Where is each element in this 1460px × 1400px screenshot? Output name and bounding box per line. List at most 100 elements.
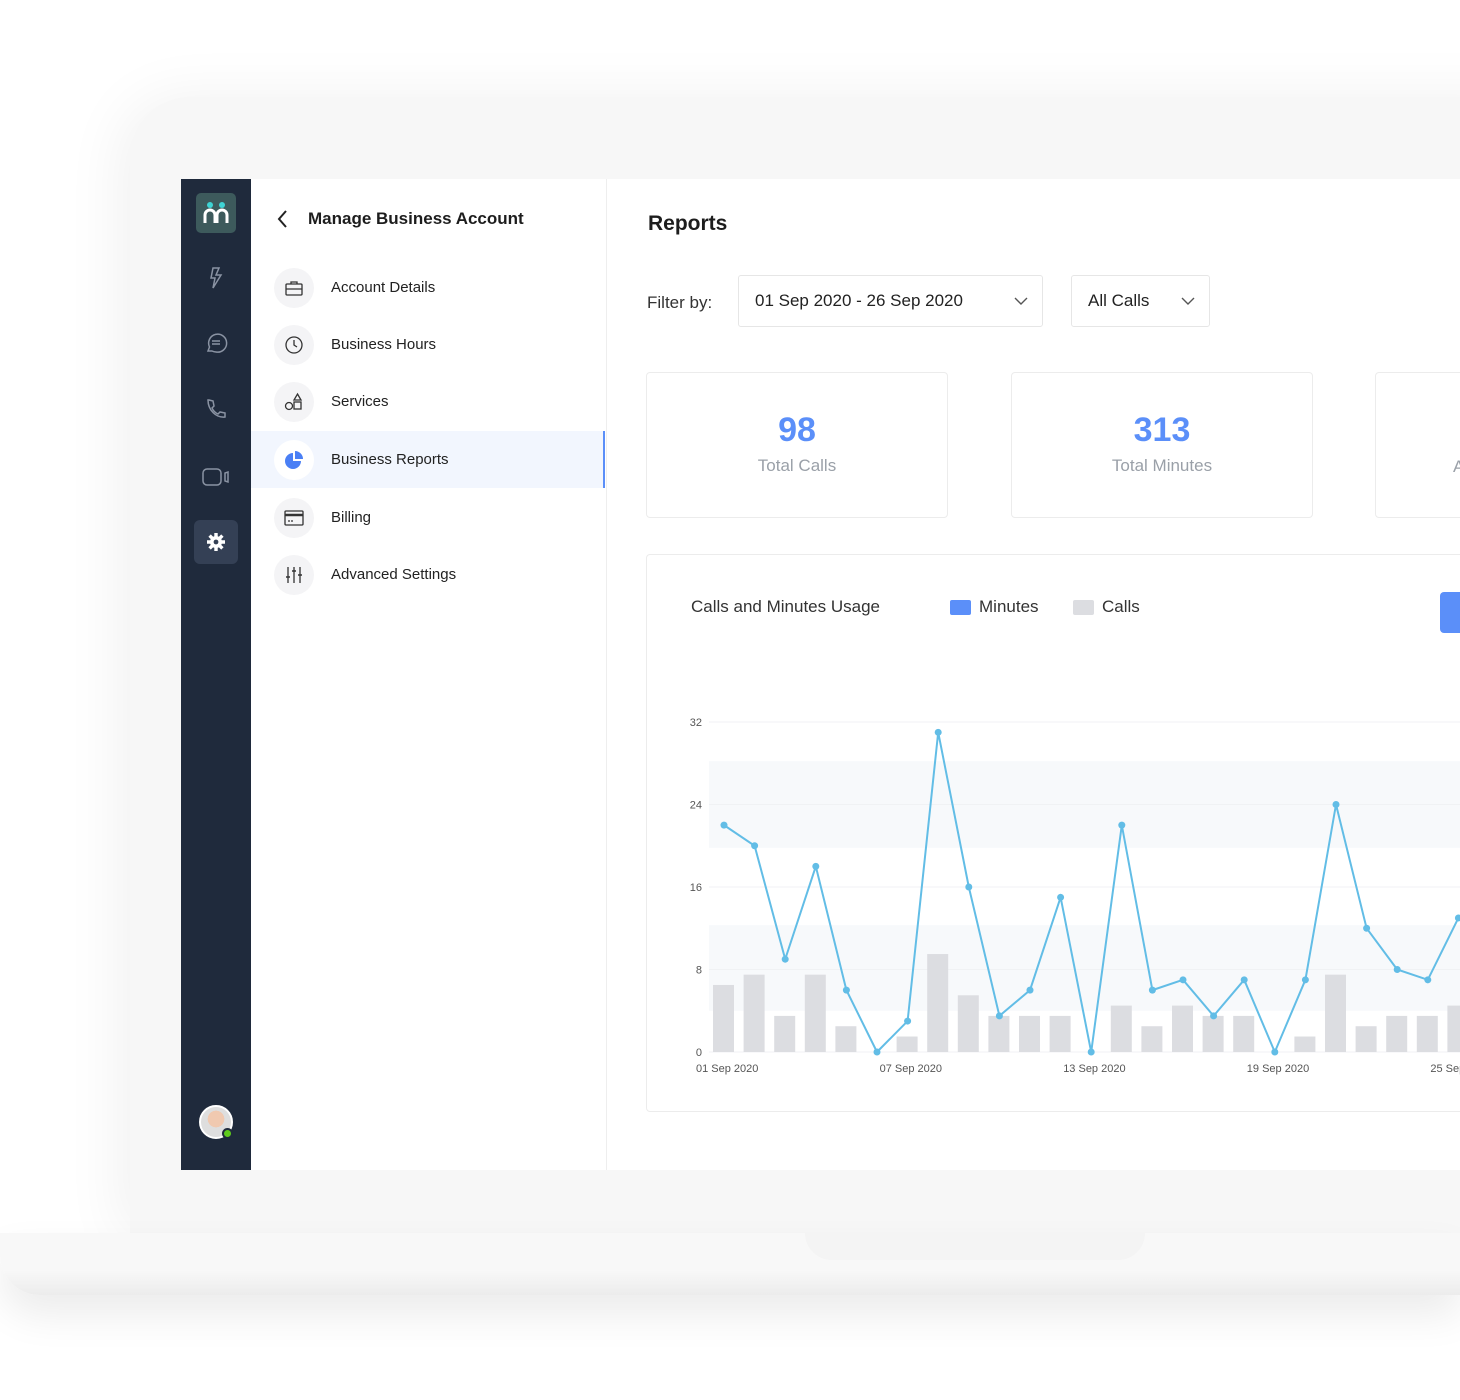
calls-bar (927, 954, 949, 1052)
calls-bar (1110, 1005, 1132, 1052)
briefcase-icon (274, 267, 314, 308)
y-tick-label: 16 (690, 882, 702, 894)
chevron-down-icon (1014, 297, 1028, 305)
x-tick-label: 25 Sep (1430, 1063, 1460, 1075)
sidebar-item-label: Account Details (331, 279, 436, 296)
reports-main: Reports Filter by: 01 Sep 2020 - 26 Sep … (607, 179, 1460, 1170)
sidebar-item-label: Advanced Settings (331, 566, 457, 583)
minutes-point (1271, 1048, 1279, 1056)
minutes-point (1424, 976, 1432, 984)
minutes-point (842, 986, 850, 994)
pie-chart-icon (274, 439, 314, 480)
calls-bar (1416, 1015, 1438, 1052)
phone-icon[interactable] (194, 387, 238, 431)
calls-bar (1202, 1015, 1224, 1052)
sidebar-item-label: Services (331, 393, 389, 410)
stat-label: Total Calls (757, 456, 837, 475)
stat-card-total-minutes: 313 Total Minutes (1011, 372, 1313, 518)
minutes-point (1026, 986, 1034, 994)
minutes-point (781, 955, 789, 963)
sidebar-item-account-details[interactable]: Account Details (251, 259, 605, 316)
usage-chart-card: Calls and Minutes Usage Minutes Calls 0 8… (646, 554, 1460, 1112)
minutes-point (1087, 1048, 1095, 1056)
calls-bar (1294, 1036, 1316, 1052)
calls-bar (1355, 1026, 1377, 1052)
minutes-point (1057, 893, 1065, 901)
minutes-point (904, 1017, 912, 1025)
y-tick-label: 24 (690, 800, 702, 812)
sidebar-item-business-hours[interactable]: Business Hours (251, 316, 605, 373)
minutes-point (1332, 801, 1340, 808)
stat-value (1376, 411, 1460, 451)
calls-bar (1447, 1005, 1460, 1052)
app-screen: Manage Business Account Account Details … (181, 179, 1460, 1170)
sidebar-item-label: Business Reports (331, 451, 449, 468)
avatar[interactable] (199, 1105, 233, 1139)
minutes-line (723, 732, 1460, 1055)
video-icon[interactable] (194, 455, 238, 499)
stat-value: 98 (778, 411, 816, 449)
calls-bar (713, 984, 734, 1052)
minutes-point (1118, 821, 1126, 829)
calls-bar (896, 1036, 918, 1052)
date-range-select[interactable]: 01 Sep 2020 - 26 Sep 2020 (738, 275, 1043, 327)
credit-card-icon (274, 497, 314, 538)
gear-icon[interactable] (194, 520, 238, 564)
stat-card-total-calls: 98 Total Calls (646, 372, 948, 518)
sidebar-item-advanced-settings[interactable]: Advanced Settings (251, 546, 605, 603)
minutes-point (934, 728, 942, 736)
calls-bar (1172, 1005, 1193, 1052)
clock-icon (274, 324, 314, 365)
back-chevron-icon[interactable] (276, 209, 290, 229)
x-tick-label: 13 Sep 2020 (1063, 1063, 1125, 1075)
stat-card-third: A (1375, 372, 1460, 518)
sidebar-item-label: Billing (331, 509, 372, 526)
call-type-value: All Calls (1088, 291, 1150, 310)
chevron-down-icon (1181, 297, 1195, 305)
stat-value: 313 (1133, 411, 1191, 449)
date-range-value: 01 Sep 2020 - 26 Sep 2020 (755, 291, 963, 310)
legend-minutes[interactable]: Minutes (950, 597, 1039, 617)
y-tick-label: 32 (690, 717, 702, 729)
legend-swatch (1073, 599, 1094, 615)
minutes-point (1148, 986, 1156, 994)
sidebar-item-label: Business Hours (331, 336, 437, 353)
stat-label: A (1453, 457, 1460, 476)
legend-calls[interactable]: Calls (1073, 597, 1140, 617)
minutes-point (995, 1012, 1003, 1020)
minutes-point (1363, 924, 1371, 932)
calls-bar (743, 974, 765, 1052)
calls-bar (957, 995, 979, 1052)
minutes-point (812, 862, 820, 870)
icon-rail (181, 179, 251, 1170)
calls-bar (1325, 974, 1346, 1052)
minutes-point (1179, 976, 1187, 984)
sidebar-item-billing[interactable]: Billing (251, 489, 605, 546)
x-tick-label: 07 Sep 2020 (880, 1063, 942, 1075)
sidebar-item-business-reports[interactable]: Business Reports (251, 431, 605, 488)
app-logo[interactable] (196, 193, 236, 233)
settings-sidebar: Manage Business Account Account Details … (251, 179, 607, 1170)
sidebar-header: Manage Business Account (308, 209, 524, 228)
calls-bar (1233, 1015, 1255, 1052)
minutes-point (1393, 966, 1401, 973)
calls-bar (774, 1015, 796, 1052)
stat-label: Total Minutes (1111, 456, 1213, 475)
sidebar-item-services[interactable]: Services (251, 373, 605, 430)
legend-label: Calls (1102, 597, 1140, 616)
chat-icon[interactable] (194, 321, 238, 365)
minutes-point (1240, 976, 1248, 984)
online-status-dot (222, 1128, 233, 1139)
calls-bar (804, 974, 826, 1052)
laptop-base (0, 1233, 1460, 1295)
sliders-icon (274, 554, 314, 595)
chart-title: Calls and Minutes Usage (691, 597, 880, 616)
lightning-icon[interactable] (194, 256, 238, 300)
chart-action-button[interactable] (1440, 592, 1460, 633)
y-tick-label: 8 (696, 965, 702, 977)
minutes-point (965, 883, 973, 891)
minutes-point (1454, 914, 1460, 922)
calls-bar (1019, 1015, 1040, 1052)
call-type-select[interactable]: All Calls (1071, 275, 1210, 327)
x-tick-label: 01 Sep 2020 (696, 1063, 758, 1075)
